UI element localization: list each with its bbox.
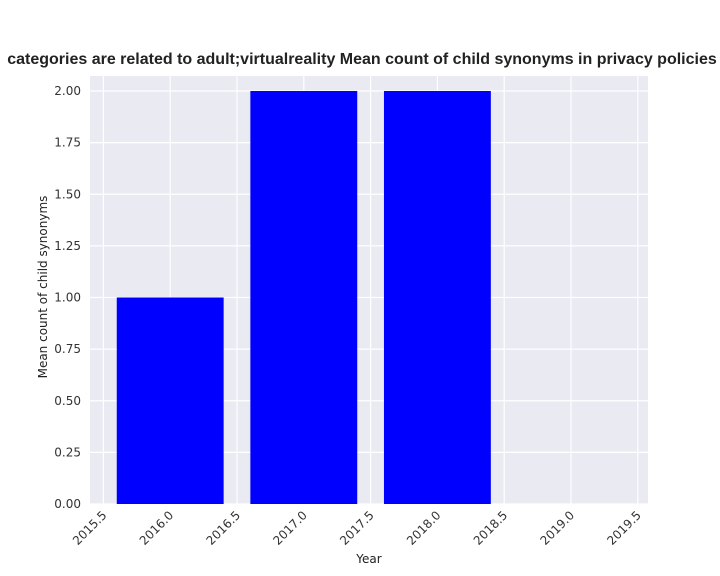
y-tick-label: 0.50 [54,394,81,408]
y-tick-label: 0.00 [54,497,81,511]
grid-lines [90,76,648,505]
chart-title: categories are related to adult;virtualr… [7,51,717,68]
x-axis-label: Year [355,552,381,566]
bar-2018 [383,91,491,504]
x-tick-label: 2016.0 [137,508,177,548]
y-tick-label: 2.00 [54,84,81,98]
x-tick-label: 2017.5 [337,508,377,548]
y-tick-label: 0.75 [54,342,81,356]
y-tick-label: 1.50 [54,187,81,201]
x-tick-label: 2019.5 [604,508,644,548]
y-tick-label: 1.25 [54,239,81,253]
x-tick-label: 2016.5 [204,508,244,548]
bar-2017 [250,91,358,504]
x-tick-label: 2018.5 [471,508,511,548]
y-tick-label: 1.75 [54,136,81,150]
bar-2016 [116,297,224,504]
x-tick-label: 2015.5 [70,508,110,548]
bars [116,91,491,504]
x-tick-label: 2018.0 [404,508,444,548]
y-tick-label: 0.25 [54,445,81,459]
y-axis-label: Mean count of child synonyms [36,196,50,379]
y-tick-label: 1.00 [54,291,81,305]
x-tick-label: 2019.0 [538,508,578,548]
x-tick-label: 2017.0 [270,508,310,548]
